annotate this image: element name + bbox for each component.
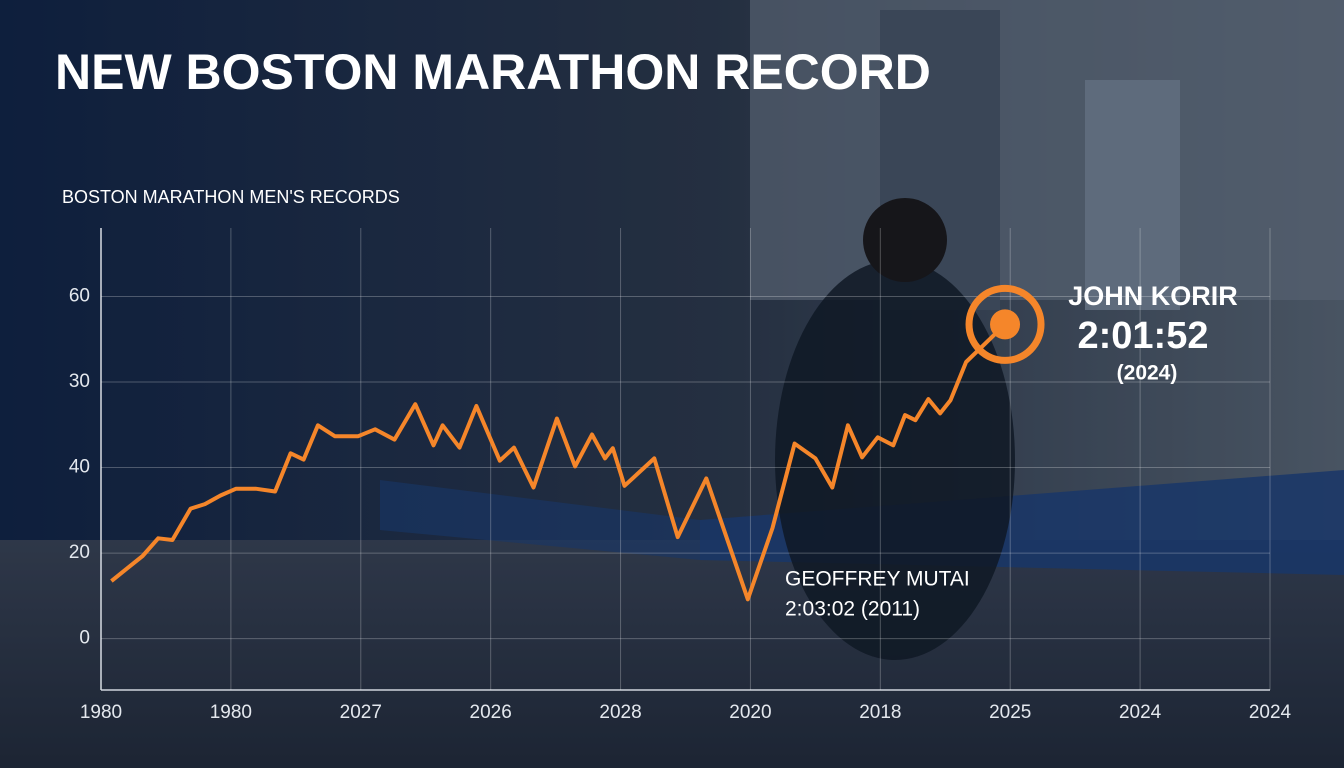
x-tick-label: 2026 xyxy=(470,702,512,723)
highlight-point xyxy=(990,309,1021,340)
chart-title: BOSTON MARATHON MEN'S RECORDS xyxy=(62,187,400,207)
page-title: NEW BOSTON MARATHON RECORD xyxy=(55,44,931,100)
x-tick-label: 2020 xyxy=(729,702,771,723)
y-tick-label: 40 xyxy=(69,457,90,478)
y-tick-label: 0 xyxy=(79,628,90,649)
y-tick-label: 60 xyxy=(69,285,90,306)
annotation-name: JOHN KORIR xyxy=(1068,281,1238,311)
x-tick-label: 2018 xyxy=(859,702,901,723)
record-line xyxy=(110,322,1007,602)
x-tick-label: 2024 xyxy=(1249,702,1292,723)
x-tick-label: 2028 xyxy=(599,702,641,723)
x-tick-label: 2027 xyxy=(340,702,382,723)
x-tick-label: 2024 xyxy=(1119,702,1162,723)
annotation-time: 2:01:52 xyxy=(1078,315,1209,357)
annotation-year: (2024) xyxy=(1117,362,1178,385)
annotation-name: GEOFFREY MUTAI xyxy=(785,568,970,591)
x-tick-label: 2025 xyxy=(989,702,1031,723)
x-tick-label: 1980 xyxy=(210,702,252,723)
y-tick-label: 30 xyxy=(69,371,90,392)
y-tick-label: 20 xyxy=(69,542,90,563)
x-tick-label: 1980 xyxy=(80,702,122,723)
annotation-time: 2:03:02 (2011) xyxy=(785,598,920,621)
highlight-ring xyxy=(965,284,1045,364)
